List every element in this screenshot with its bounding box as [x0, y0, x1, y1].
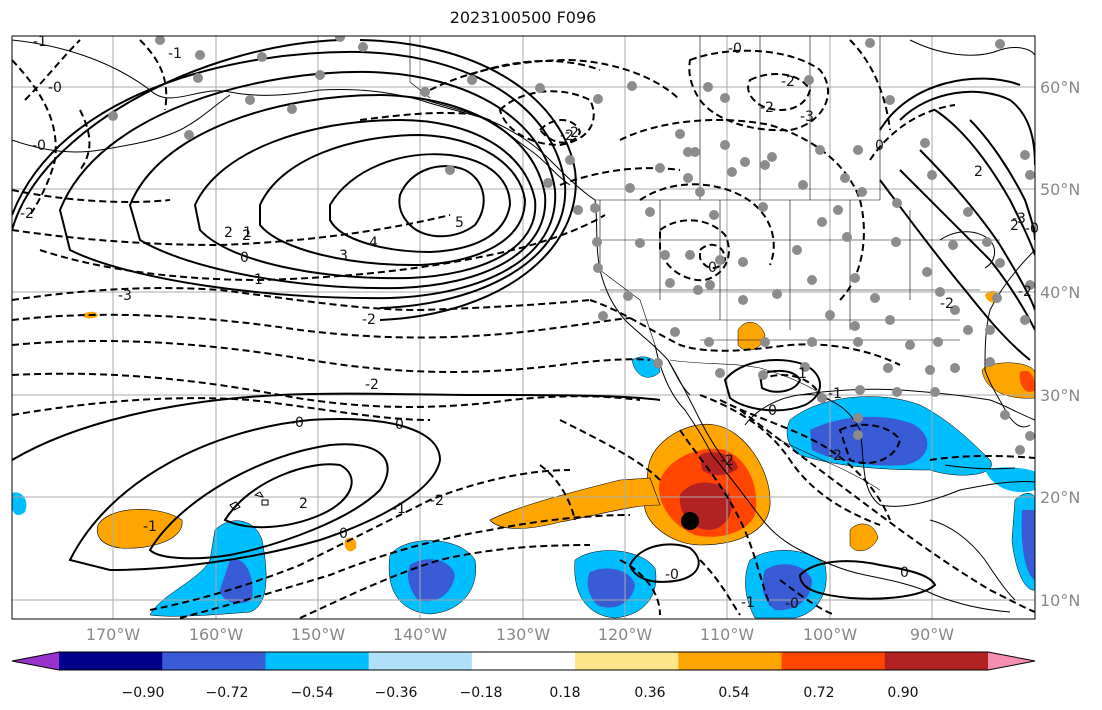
colorbar-segment — [884, 652, 989, 670]
colorbar-tick: −0.90 — [122, 685, 165, 701]
lon-tick: 130°W — [496, 625, 551, 644]
contour-label: 1 — [243, 225, 252, 241]
contour-label: -1 — [741, 595, 755, 611]
contour-label: -1 — [33, 34, 47, 50]
colorbar-ticks: −0.90 −0.72 −0.54 −0.36 −0.18 0.18 0.36 … — [122, 685, 919, 701]
contour-label: -1 — [143, 519, 157, 535]
contour-label: 0 — [708, 260, 717, 276]
contour-label: -3 — [800, 109, 814, 125]
contour-label: 0 — [768, 403, 777, 419]
lat-tick: 60°N — [1040, 78, 1080, 97]
contour-label: -2 — [940, 296, 954, 312]
lon-tick: 140°W — [393, 625, 448, 644]
contour-label: 2 — [974, 164, 983, 180]
contour-label: -2 — [362, 312, 376, 328]
colorbar-tick: −0.54 — [291, 685, 334, 701]
colorbar-segment — [678, 652, 783, 670]
colorbar-tick: 0.36 — [634, 685, 665, 701]
map-frame — [11, 35, 1036, 620]
lon-tick: 120°W — [598, 625, 653, 644]
contour-label: 2 — [1010, 218, 1019, 234]
contour-label: -0 — [1025, 221, 1039, 237]
contour-labels: -1 -0 -0 -2 -1 -3 -2 -2 -0 0 0 -0 -1 -2 … — [20, 34, 1039, 612]
contour-label: -2 — [720, 453, 734, 469]
latitude-axis: 60°N 50°N 40°N 30°N 20°N 10°N — [1040, 78, 1080, 610]
lat-tick: 50°N — [1040, 180, 1080, 199]
colorbar-extend-low — [12, 652, 59, 670]
lat-tick: 20°N — [1040, 488, 1080, 507]
colorbar-segment — [781, 652, 886, 670]
colorbar-extend-high — [988, 652, 1035, 670]
lon-tick: 100°W — [803, 625, 858, 644]
colorbar-tick: 0.18 — [549, 685, 580, 701]
contour-label: -2 — [781, 74, 795, 90]
lon-tick: 160°W — [189, 625, 244, 644]
contour-label: -2 — [828, 448, 842, 464]
lat-tick: 30°N — [1040, 386, 1080, 405]
contour-label: 2 — [224, 225, 233, 241]
storm-center-marker — [681, 512, 699, 530]
contour-label: -0 — [665, 567, 679, 583]
colorbar-segment — [265, 652, 370, 670]
solid-contours — [12, 39, 1035, 600]
colorbar-segment — [575, 652, 679, 670]
contour-label: 0 — [240, 250, 249, 266]
contour-label: -1 — [392, 501, 406, 517]
lon-tick: 90°W — [910, 625, 954, 644]
lat-tick: 10°N — [1040, 591, 1080, 610]
contour-label: 4 — [369, 235, 378, 251]
contour-label: -2 — [365, 377, 379, 393]
contour-label: -1 — [249, 272, 263, 288]
colorbar-outline — [11, 651, 1036, 671]
colorbar-tick: −0.18 — [460, 685, 503, 701]
contour-label: -0 — [785, 596, 799, 612]
contour-label: -2 — [1018, 284, 1032, 300]
lon-tick: 150°W — [291, 625, 346, 644]
contour-label: -0 — [334, 526, 348, 542]
contour-label: -2 — [430, 493, 444, 509]
contour-label: 0 — [900, 565, 909, 581]
dashed-contours — [12, 39, 1035, 619]
colorbar-tick: −0.72 — [206, 685, 249, 701]
contour-label: -0 — [48, 80, 62, 96]
colorbar-tick: 0.72 — [803, 685, 834, 701]
colorbar-segment — [162, 652, 266, 670]
contour-label: -0 — [32, 138, 46, 154]
lon-tick: 110°W — [700, 625, 755, 644]
contour-label: -3 — [1012, 211, 1026, 227]
colorbar-segment — [59, 652, 163, 670]
contour-label: -2 — [560, 128, 574, 144]
contour-label: 2 — [299, 496, 308, 512]
contour-label: -2 — [565, 125, 579, 141]
colorbar-tick: 0.54 — [718, 685, 749, 701]
contour-label: -0 — [290, 415, 304, 431]
contour-label: 0 — [875, 138, 884, 154]
contour-label: 5 — [455, 215, 464, 231]
contour-label: -1 — [168, 46, 182, 62]
contour-label: 1 — [798, 366, 807, 382]
colorbar-segment — [471, 652, 576, 670]
contour-label: -3 — [118, 288, 132, 304]
contour-label: 3 — [339, 248, 348, 264]
colorbar-tick: −0.36 — [375, 685, 418, 701]
lat-tick: 40°N — [1040, 283, 1080, 302]
plot-title: 2023100500 F096 — [449, 8, 597, 27]
colorbar — [11, 651, 1036, 671]
station-markers — [108, 36, 1035, 455]
contour-label: 2 — [242, 228, 251, 244]
colorbar-tick: 0.90 — [887, 685, 918, 701]
longitude-axis: 170°W 160°W 150°W 140°W 130°W 120°W 110°… — [86, 625, 954, 644]
contour-label: -1 — [828, 386, 842, 402]
lon-tick: 170°W — [86, 625, 141, 644]
contour-label: 0 — [395, 417, 404, 433]
contour-label: -2 — [20, 206, 34, 222]
contour-label: -0 — [728, 41, 742, 57]
colorbar-segment — [368, 652, 473, 670]
contour-label: -2 — [760, 100, 774, 116]
